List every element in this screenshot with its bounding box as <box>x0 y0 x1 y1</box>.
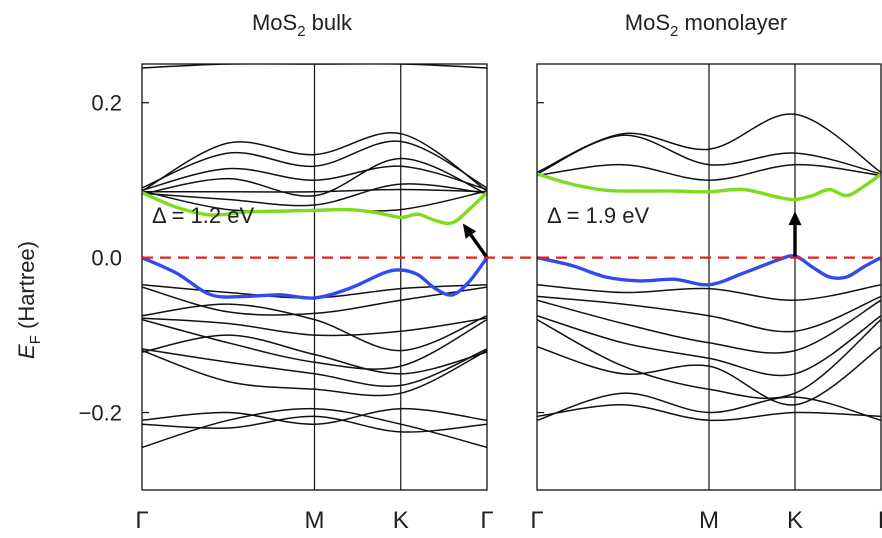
x-tick-label: Γ <box>135 507 148 534</box>
gap-arrow-head <box>788 211 802 226</box>
band-line <box>142 348 487 387</box>
gap-arrow-head <box>462 223 477 239</box>
band-line <box>142 132 487 192</box>
y-tick-label: 0.0 <box>91 246 122 271</box>
band-line <box>537 314 881 377</box>
band-line <box>537 404 881 422</box>
x-tick-label: K <box>787 507 803 534</box>
x-tick-label: I <box>878 507 882 534</box>
band-line <box>142 334 487 375</box>
panel-title-bulk: MoS2 bulk <box>252 10 353 40</box>
y-axis-ticks: −0.2 0.0 0.2 <box>79 91 122 426</box>
band-line <box>142 407 487 425</box>
band-line <box>142 318 487 370</box>
band-line <box>537 299 881 354</box>
band-line <box>142 165 487 192</box>
band-line <box>142 183 487 207</box>
y-tick-label: −0.2 <box>79 401 122 426</box>
x-tick-label: K <box>393 507 409 534</box>
band-line <box>142 140 487 189</box>
band-line <box>142 188 487 193</box>
valence-band-maximum-band <box>142 256 487 300</box>
band-line <box>537 345 881 406</box>
band-line <box>537 295 881 333</box>
plot-frame <box>141 63 488 491</box>
band-line <box>142 64 487 69</box>
y-axis-label: EF (Hartree) <box>14 241 44 359</box>
plot-frame <box>536 63 882 491</box>
band-line <box>537 163 881 181</box>
gap-arrow-shaft <box>469 233 489 259</box>
band-line <box>142 303 487 352</box>
x-tick-label: M <box>305 507 325 534</box>
band-line <box>537 318 881 400</box>
conduction-band-minimum-band <box>537 172 881 202</box>
gap-label: Δ = 1.9 eV <box>547 203 649 228</box>
monolayer-panel: Γ M K I Δ = 1.9 eV <box>530 63 882 534</box>
x-tick-label: Γ <box>530 507 543 534</box>
x-tick-label: M <box>699 507 719 534</box>
gap-label: Δ = 1.2 eV <box>152 203 254 228</box>
band-line <box>142 157 487 197</box>
valence-band-maximum-band <box>537 254 881 287</box>
band-line <box>142 407 487 449</box>
conduction-band-minimum-band <box>142 191 487 226</box>
band-line <box>537 134 881 175</box>
band-line <box>142 349 487 397</box>
band-line <box>142 317 487 337</box>
bulk-panel: Γ M K Γ Δ = 1.2 eV <box>135 63 494 534</box>
panel-title-monolayer: MoS2 monolayer <box>625 10 787 40</box>
band-line <box>537 392 881 422</box>
band-line <box>537 283 881 301</box>
x-tick-label: Γ <box>480 507 493 534</box>
y-tick-label: 0.2 <box>91 91 122 116</box>
